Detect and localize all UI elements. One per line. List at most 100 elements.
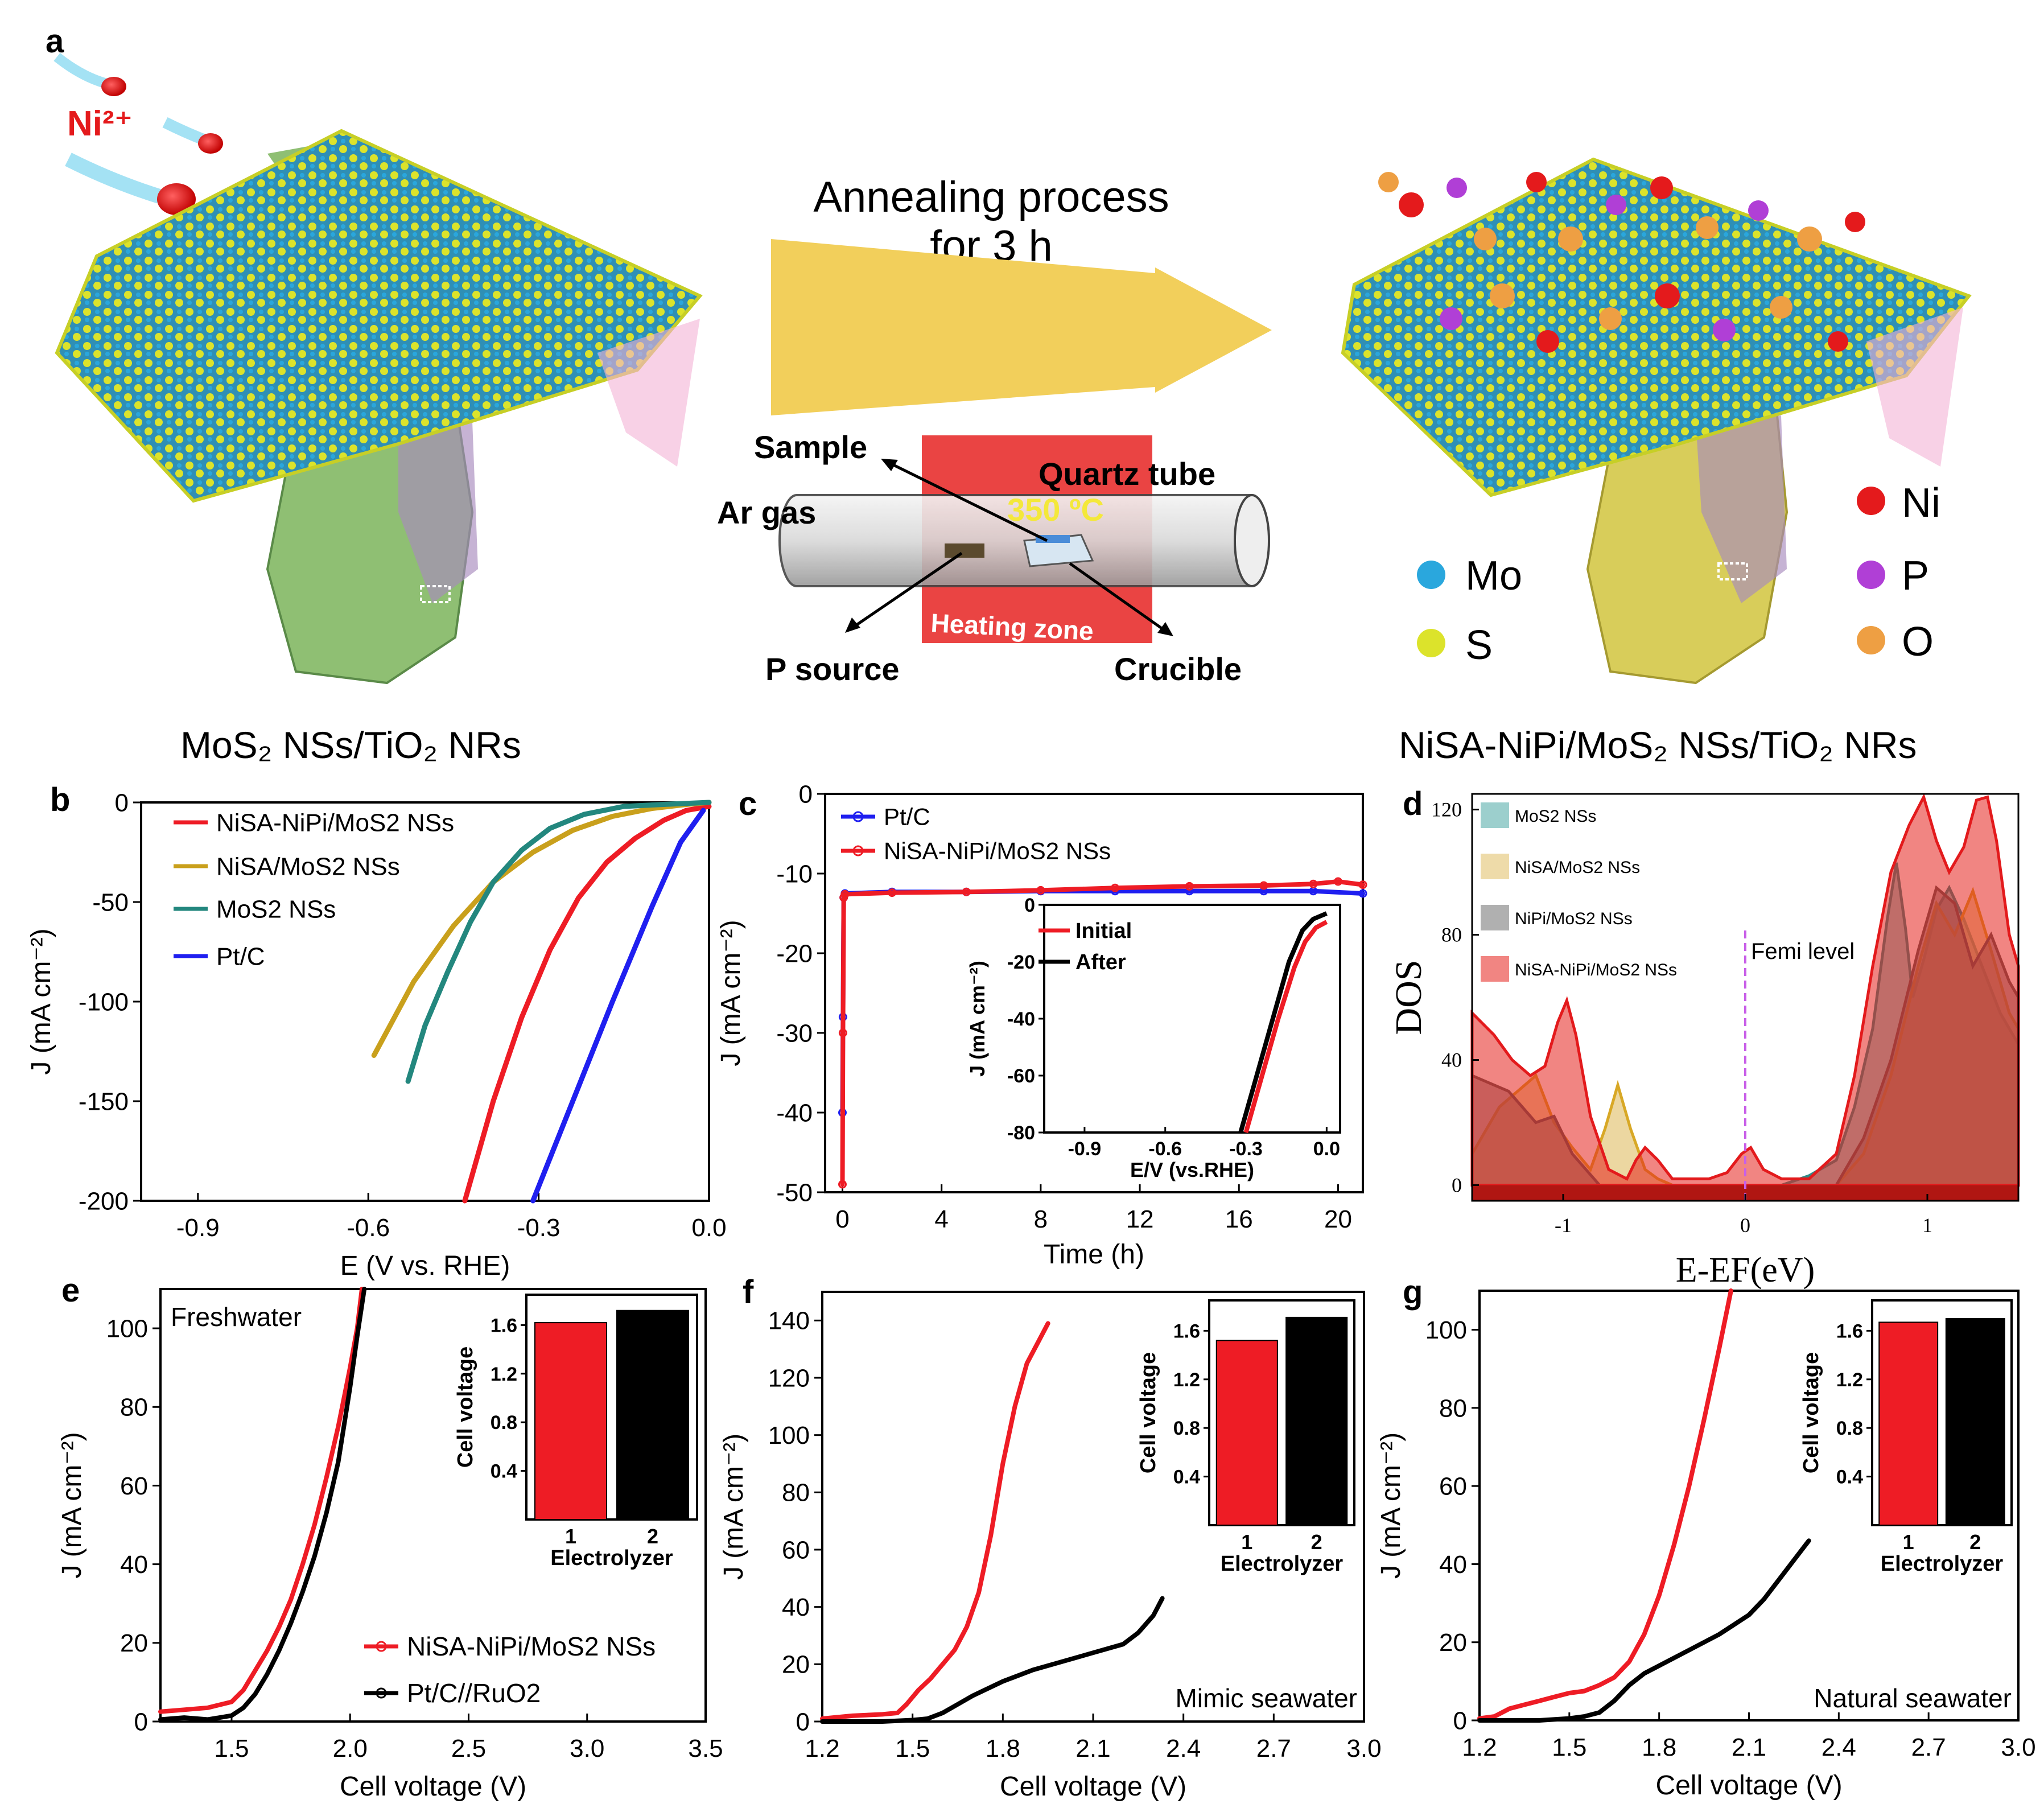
bar-2: [1285, 1316, 1348, 1526]
series-line-2: [820, 1596, 1165, 1724]
ni-ion-1: [101, 77, 126, 96]
legend-marker: [376, 1687, 387, 1699]
inset-y-label: Cell voltage: [1799, 1352, 1823, 1473]
zoom-box-right: [1717, 562, 1748, 580]
x-tick-label: 12: [1126, 1205, 1154, 1233]
y-tick-label: 0: [1452, 1174, 1462, 1197]
x-tick-label: 0: [1740, 1214, 1750, 1237]
dos-legend-swatch: [1481, 905, 1509, 930]
fermi-level-label: Femi level: [1751, 939, 1855, 964]
x-axis-label: Cell voltage (V): [340, 1772, 526, 1802]
chart-c: 0 4 8 12 16 20 0 -10 -20 -30 -40 -50 Time (h) J (mA c…: [716, 780, 1367, 1270]
x-tick-label: 2.7: [1256, 1735, 1291, 1762]
inset-legend-label: Initial: [1075, 919, 1132, 943]
panel-label-e: e: [61, 1272, 80, 1309]
x-tick-label: 2.4: [1166, 1735, 1201, 1762]
dos-legend-label: NiSA-NiPi/MoS2 NSs: [1515, 961, 1677, 979]
y-tick-label: 100: [1425, 1316, 1467, 1344]
process-title-line1: Annealing process: [813, 173, 1169, 221]
x-tick-label: -1: [1555, 1214, 1572, 1237]
data-point: [1358, 889, 1367, 898]
x-tick-label: 16: [1225, 1205, 1253, 1233]
right-caption: NiSA-NiPi/MoS₂ NSs/TiO₂ NRs: [1399, 724, 1917, 766]
inset-x-label: Electrolyzer: [550, 1546, 673, 1570]
series-line-3: [405, 800, 712, 1084]
x-axis-label: Cell voltage (V): [1000, 1772, 1186, 1802]
y-tick-label: 0: [796, 1708, 810, 1736]
arrow-sample: [887, 460, 1048, 542]
dos-area-4: [1470, 793, 2020, 1187]
series-line-1: [158, 1287, 364, 1714]
plot-frame: [824, 793, 1364, 1193]
arrow-crucible-head: [1157, 622, 1173, 636]
bar-category-label: 2: [1311, 1530, 1322, 1554]
y-tick-label: 0: [115, 789, 129, 817]
x-tick-label: 2.7: [1911, 1733, 1946, 1761]
bar-1: [534, 1322, 607, 1521]
y-tick-label: 80: [782, 1479, 810, 1507]
x-tick-label: 0: [835, 1205, 849, 1233]
inset-y-tick-label: -60: [1007, 1065, 1035, 1087]
data-point: [962, 887, 971, 896]
data-point: [838, 1028, 847, 1037]
y-tick-label: 80: [120, 1394, 148, 1422]
sample-chip: [1036, 535, 1070, 543]
y-tick-label: 40: [782, 1593, 810, 1621]
schematic-center: Annealing process for 3 h Sample Quartz …: [717, 173, 1272, 687]
series-line-4: [530, 808, 706, 1204]
data-point: [888, 888, 897, 897]
y-tick-label: -50: [92, 888, 129, 916]
condition-label: Mimic seawater: [1175, 1683, 1357, 1713]
inset-y-tick-label: 0.4: [1173, 1467, 1200, 1488]
legend-label: NiSA-NiPi/MoS2 NSs: [216, 809, 454, 837]
legend-ni: Ni: [1902, 480, 1940, 526]
inset-x-label: E/V (vs.RHE): [1130, 1158, 1254, 1181]
dos-legend-swatch: [1481, 956, 1509, 982]
series-line-2: [371, 800, 712, 1058]
bar-category-label: 2: [1969, 1530, 1981, 1554]
y-tick-label: 20: [120, 1629, 148, 1657]
y-axis-label: J (mA cm⁻²): [26, 928, 56, 1074]
legend-marker: [376, 1641, 387, 1652]
y-tick-label: -30: [776, 1019, 813, 1047]
chart-b: -0.9 -0.6 -0.3 0.0 0 -50 -100 -150 -200 E (V vs. …: [26, 789, 727, 1281]
y-tick-label: 20: [1439, 1629, 1467, 1657]
x-tick-label: 2.0: [333, 1735, 368, 1762]
y-axis-label: DOS: [1388, 959, 1429, 1035]
legend-o-dot: [1857, 626, 1885, 654]
y-tick-label: 140: [768, 1307, 810, 1335]
inset-x-tick-label: 0.0: [1313, 1138, 1340, 1160]
y-tick-label: 0: [134, 1708, 148, 1736]
legend-label: MoS2 NSs: [216, 895, 336, 923]
y-tick-label: 120: [768, 1364, 810, 1392]
inset-y-tick-label: 0.8: [1836, 1418, 1863, 1439]
y-tick-label: 20: [782, 1651, 810, 1679]
x-tick-label: 3.0: [570, 1735, 604, 1762]
legend-marker: [852, 845, 864, 856]
inset-legend-label: After: [1075, 950, 1126, 974]
y-tick-label: 60: [782, 1536, 810, 1564]
ni-pi-clusters: [1378, 172, 1865, 353]
mos2-sheet-right: [1341, 157, 1972, 497]
y-axis-label: J (mA cm⁻²): [719, 1434, 749, 1580]
inset-y-tick-label: 1.6: [491, 1315, 517, 1336]
nanorod-shade-right: [1696, 415, 1787, 603]
panel-label-d: d: [1403, 785, 1423, 822]
data-point: [1111, 883, 1120, 892]
inset-y-label: Cell voltage: [454, 1346, 477, 1468]
legend-p-dot: [1857, 561, 1885, 589]
y-tick-label: 40: [120, 1551, 148, 1579]
y-tick-label: 80: [1439, 1394, 1467, 1422]
panel-label-b: b: [50, 781, 70, 818]
x-tick-label: 2.1: [1075, 1735, 1110, 1762]
bar-category-label: 1: [1241, 1530, 1252, 1554]
data-point: [1036, 886, 1045, 895]
y-tick-label: 80: [1441, 924, 1462, 946]
bar-category-label: 1: [1903, 1530, 1914, 1554]
inset-y-tick-label: 1.2: [1173, 1369, 1200, 1391]
inset-y-tick-label: 1.2: [491, 1364, 517, 1385]
tube-end: [1234, 494, 1270, 587]
chart-g: 1.2 1.5 1.8 2.1 2.4 2.7 3.0 0 20 40 60 80 100 Cell vo…: [1376, 1288, 2036, 1801]
legend-label: Pt/C: [884, 804, 930, 830]
